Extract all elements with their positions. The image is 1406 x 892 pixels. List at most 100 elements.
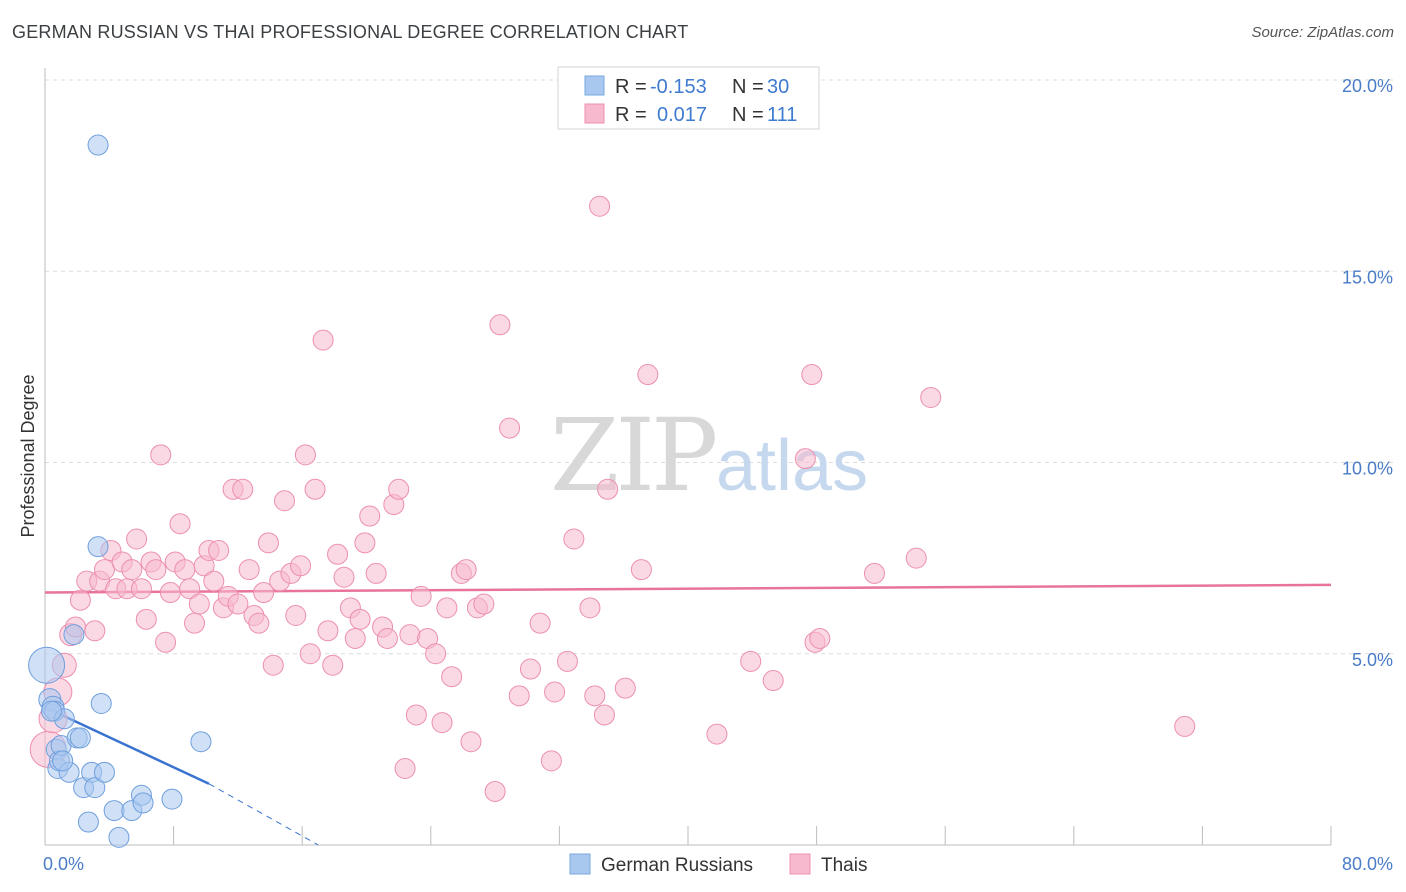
point-thais [920,386,942,408]
point-german-russians [84,777,106,799]
trend-line-thais [44,583,1332,594]
y-tick-label: 15.0% [1342,267,1393,287]
point-thais [159,582,181,604]
point-thais [69,589,91,611]
point-thais [253,582,275,604]
data-points [28,134,1196,848]
trend-line-german-russians-extension [208,783,319,846]
point-german-russians [69,727,91,749]
point-thais [455,559,477,581]
point-thais [155,631,177,653]
point-thais [145,559,167,581]
x-tick-label: 80.0% [1342,854,1393,874]
legend-n-value: 30 [767,76,789,98]
point-thais [262,654,284,676]
point-thais [579,597,601,619]
point-thais [84,620,106,642]
point-thais [388,478,410,500]
point-german-russians [161,788,183,810]
point-thais [121,559,143,581]
point-german-russians [63,624,85,646]
point-thais [365,562,387,584]
point-thais [344,627,366,649]
point-thais [637,364,659,386]
legend-r-label: R = [615,76,647,98]
bottom-legend: German Russians Thais [569,853,867,876]
point-thais [299,643,321,665]
point-thais [519,658,541,680]
point-thais [499,417,521,439]
point-thais [597,478,619,500]
point-german-russians [87,134,109,156]
point-thais [801,364,823,386]
point-thais [93,559,115,581]
y-tick-label: 20.0% [1342,76,1393,96]
point-german-russians [77,811,99,833]
point-german-russians [87,536,109,558]
point-thais [484,780,506,802]
point-german-russians [93,761,115,783]
chart-title: GERMAN RUSSIAN VS THAI PROFESSIONAL DEGR… [12,22,689,42]
legend: R = -0.153 N = 30 R = 0.017 N = 111 [557,66,820,130]
point-thais [1174,715,1196,737]
bottom-legend-label: German Russians [601,855,753,876]
legend-swatch-thais [584,103,605,124]
point-thais [489,314,511,336]
point-thais [232,478,254,500]
point-thais [405,704,427,726]
point-thais [399,624,421,646]
point-thais [740,650,762,672]
watermark-atlas: atlas [716,426,868,506]
point-thais [188,593,210,615]
point-thais [294,444,316,466]
point-thais [285,605,307,626]
point-thais [354,532,376,554]
point-german-russians [40,700,62,722]
point-thais [473,593,495,615]
point-thais [589,195,611,217]
point-thais [436,597,458,619]
point-german-russians [190,731,212,753]
point-thais [706,723,728,745]
point-thais [441,666,463,688]
legend-n-label: N = [732,104,764,126]
point-thais [169,513,191,535]
point-thais [410,585,432,607]
point-thais [809,627,831,649]
point-thais [431,712,453,734]
point-thais [349,608,371,630]
point-thais [762,670,784,692]
point-thais [563,528,585,550]
point-german-russians [103,800,125,822]
legend-n-label: N = [732,76,764,98]
point-thais [556,650,578,672]
trend-lines [44,583,1332,846]
point-thais [183,612,205,634]
tick-labels: 5.0% 10.0% 15.0% 20.0% 0.0% 80.0% [43,76,1393,874]
point-german-russians [52,750,74,772]
legend-r-value: 0.017 [657,104,707,126]
y-tick-label: 5.0% [1352,650,1393,670]
legend-n-value: 111 [767,104,797,126]
point-thais [394,758,416,779]
point-thais [508,685,530,707]
point-thais [248,612,270,634]
point-thais [227,593,249,615]
point-thais [863,562,885,584]
point-thais [359,505,381,527]
point-thais [238,559,260,581]
point-thais [905,547,927,569]
point-thais [135,608,157,630]
point-thais [376,627,398,649]
point-thais [593,704,615,726]
chart-source: Source: ZipAtlas.com [1251,24,1394,41]
point-thais [425,643,447,665]
x-tick-label: 0.0% [43,854,84,874]
point-thais [317,620,339,642]
point-thais [203,570,225,592]
point-thais [614,677,636,699]
point-thais [304,478,326,500]
point-german-russians [132,792,154,814]
point-german-russians [90,692,112,714]
